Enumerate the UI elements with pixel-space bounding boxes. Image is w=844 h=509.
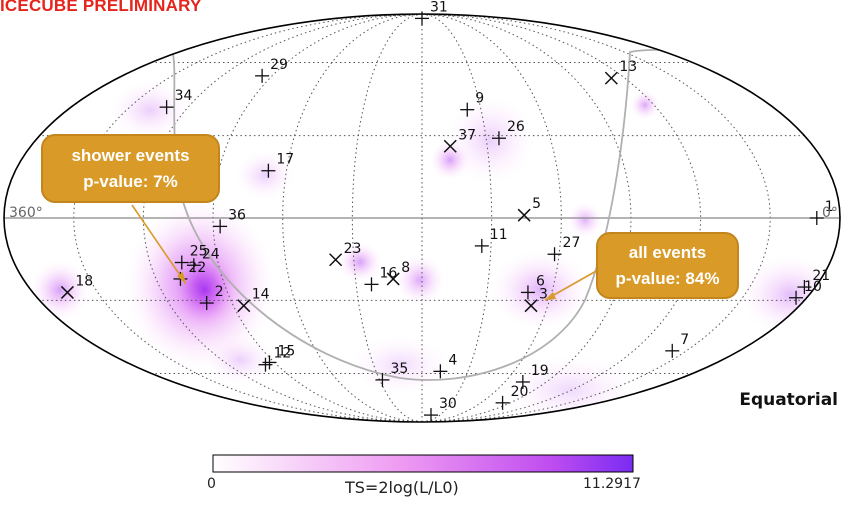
coordinate-system-label: Equatorial: [739, 390, 838, 410]
event-marker: 23: [329, 241, 362, 267]
preliminary-banner: ICECUBE PRELIMINARY: [0, 0, 202, 15]
event-id-label: 31: [430, 0, 448, 15]
event-id-label: 15: [277, 343, 295, 359]
event-marker: 5: [517, 196, 541, 222]
ra-label-right: 0°: [822, 205, 838, 221]
event-marker: 34: [159, 88, 193, 115]
event-id-label: 21: [812, 268, 830, 284]
callout-pointer-shower-head: [177, 272, 186, 284]
event-marker: 2: [199, 284, 224, 311]
event-marker: 35: [375, 361, 408, 387]
callout-all-title: all events: [628, 243, 707, 262]
callout-pointer-shower: [131, 204, 187, 285]
callout-pointer-all-head: [545, 292, 556, 300]
event-marker: 7: [665, 332, 689, 358]
event-marker: 10: [789, 279, 822, 305]
callout-shower-title: shower events: [71, 146, 190, 165]
callout-shower-pvalue: p-value: 7%: [83, 172, 178, 191]
event-marker: 37: [443, 127, 476, 153]
event-id-label: 5: [532, 196, 541, 212]
event-marker: 4: [433, 352, 457, 379]
event-id-label: 16: [379, 265, 397, 281]
ts-heatmap: [30, 80, 840, 422]
event-marker: 21: [797, 268, 830, 295]
colorbar-min-label: 0: [207, 476, 216, 492]
event-id-label: 14: [252, 287, 270, 303]
event-id-label: 22: [188, 260, 206, 276]
event-marker: 14: [237, 287, 270, 313]
event-marker: 9: [460, 91, 484, 117]
event-id-label: 10: [804, 279, 822, 295]
event-marker: 11: [474, 227, 508, 253]
event-marker: 18: [60, 273, 93, 299]
event-marker: 26: [491, 119, 525, 146]
event-id-label: 37: [458, 127, 476, 143]
event-id-label: 19: [531, 363, 549, 379]
colorbar-title: TS=2log(L/L0): [345, 478, 459, 497]
event-marker: 16: [364, 265, 397, 292]
callout-shower-events: shower events p-value: 7%: [41, 134, 220, 203]
event-markers: 12 34567891011121314151617181920212223242…: [60, 0, 834, 423]
event-marker: 36: [213, 207, 246, 234]
event-marker: 17: [261, 152, 294, 178]
event-id-label: 20: [511, 384, 529, 400]
callout-all-pvalue: p-value: 84%: [615, 269, 720, 288]
event-marker: 19: [515, 363, 549, 389]
event-id-label: 6: [536, 273, 545, 289]
event-id-label: 34: [175, 88, 193, 104]
event-id-label: 2: [215, 284, 224, 300]
event-id-label: 36: [228, 207, 246, 223]
event-id-label: 35: [390, 361, 408, 377]
event-id-label: 25: [190, 244, 208, 260]
event-marker: 13: [604, 59, 637, 85]
event-marker: 8: [386, 260, 410, 286]
colorbar-max-label: 11.2917: [583, 476, 641, 492]
event-marker: 31: [415, 0, 448, 26]
event-id-label: 11: [490, 227, 508, 243]
event-marker: 20: [495, 384, 529, 410]
callout-all-events: all events p-value: 84%: [596, 232, 739, 299]
event-id-label: 26: [507, 119, 525, 135]
event-id-label: 3: [539, 287, 548, 303]
event-id-label: 17: [276, 152, 294, 168]
event-id-label: 29: [270, 57, 288, 73]
colorbar: [212, 454, 634, 473]
event-id-label: 12: [273, 346, 291, 362]
event-marker: 24: [186, 246, 220, 273]
event-id-label: 13: [619, 59, 637, 75]
event-id-label: 1: [825, 199, 834, 215]
event-marker: 3: [524, 287, 548, 313]
event-marker: 25: [174, 244, 208, 270]
event-id-label: 9: [475, 91, 484, 107]
event-marker: 27: [547, 235, 581, 262]
event-marker: 1: [809, 199, 834, 225]
event-id-label: 4: [448, 352, 457, 368]
event-id-label: 8: [401, 260, 410, 276]
event-marker: 29: [255, 57, 288, 83]
event-id-label: 18: [75, 273, 93, 289]
event-id-label: 30: [439, 396, 457, 412]
event-marker: 6: [520, 273, 545, 300]
event-id-label: 23: [344, 241, 362, 257]
ra-label-left: 360°: [9, 205, 43, 221]
event-id-label: 24: [202, 246, 220, 262]
event-id-label: 7: [680, 332, 689, 348]
event-marker: 15: [262, 343, 295, 370]
event-marker: 12: [258, 346, 291, 372]
event-marker: 30: [423, 396, 457, 423]
event-id-label: 27: [563, 235, 581, 251]
